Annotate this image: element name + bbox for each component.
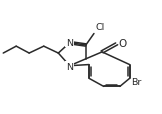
Text: N: N [66, 38, 73, 47]
Text: O: O [118, 38, 127, 48]
Text: N: N [66, 62, 73, 71]
Text: Br: Br [131, 78, 142, 87]
Text: Cl: Cl [96, 23, 105, 32]
